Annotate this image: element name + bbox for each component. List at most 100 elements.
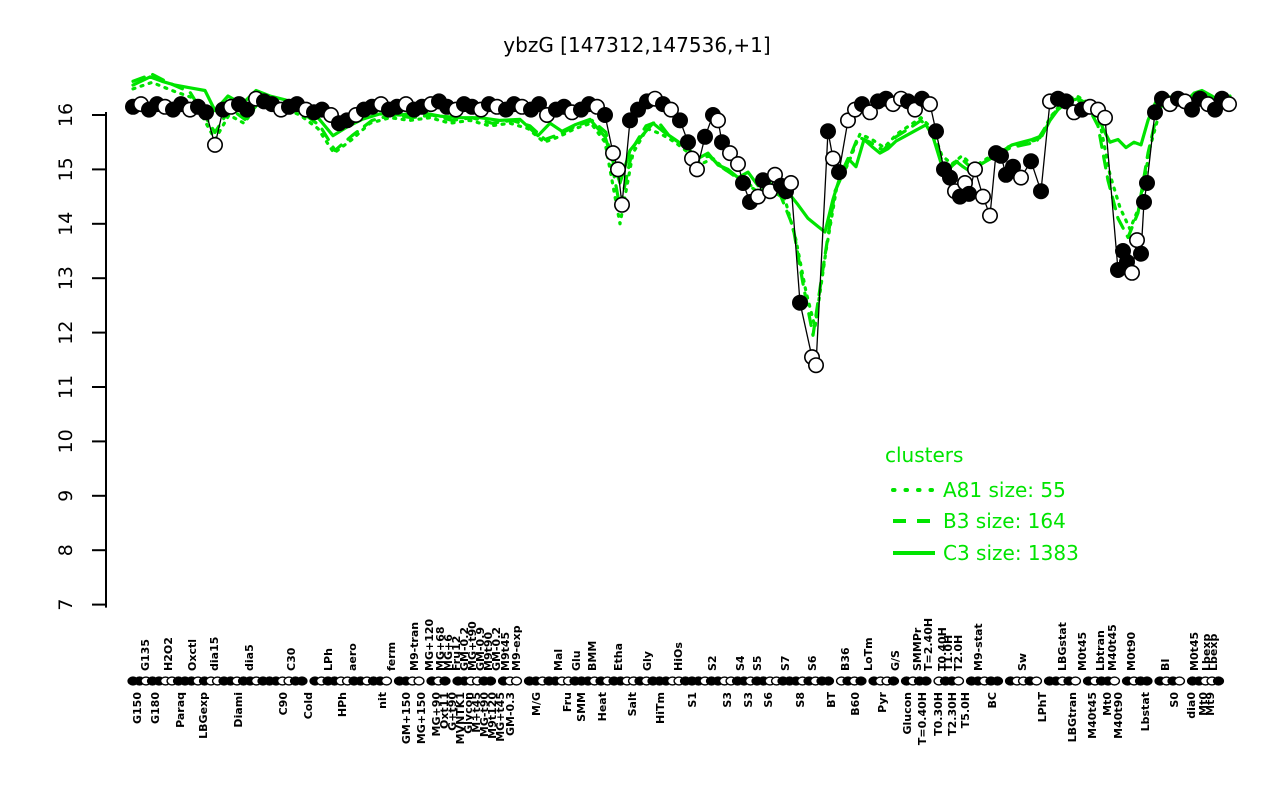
x-axis-label: LoTm [862,637,875,671]
x-axis-label: BT [825,692,838,708]
x-axis-labels: G150 G135 G180 H2O2 Paraq Oxctl LBGexp dia15 Dia… [131,618,1220,745]
x-axis-label: Lbstat [1139,692,1152,731]
data-point [830,164,847,181]
x-axis-label: SMMPr [911,627,924,671]
x-axis-label: C30 [285,647,298,671]
data-point [927,123,944,140]
x-axis-label: Lbexp [1200,634,1213,671]
x-axis-label: BI [1159,659,1172,671]
rug-dot [1108,676,1121,686]
x-axis-label: M9-stat [972,623,985,671]
x-axis-label: dia5 [243,644,256,671]
x-axis-label: GM-0.2 [458,627,471,671]
data-point [1012,169,1029,186]
x-axis-label: Sw [1016,653,1029,671]
x-axis-label: dia15 [208,637,221,671]
data-point [960,185,977,202]
rug-dot [1173,676,1186,686]
x-axis-label: MG+68 [434,627,447,672]
x-axis-label: GM-0.2 [490,627,503,671]
data-point [709,112,726,129]
data-point [1004,158,1021,175]
data-point [671,112,688,129]
x-axis-label: GM-0.3 [504,692,517,736]
data-point [604,145,621,162]
x-axis-label: MG-t90 [478,692,491,737]
rug-dot [952,676,965,686]
data-point [239,101,256,118]
x-axis-label: G/S [889,650,902,671]
x-axis-label: T0.30H [932,692,945,736]
profile-series [125,90,1238,374]
x-axis-label: S8 [794,692,807,708]
rug-dot [380,676,393,686]
data-point [613,196,630,213]
x-axis-label: M40t90 [1112,692,1125,739]
x-axis-label: M9-tran [408,622,421,671]
x-axis-label: S0 [1168,692,1181,708]
x-axis-label: Etha [612,643,625,671]
x-axis-label: Salt [626,692,639,716]
rug-dot [855,676,867,686]
rug-dot [484,676,497,686]
x-axis-label: Mt0 [1197,692,1210,716]
x-axis-label: MG+t90 [466,621,479,671]
x-axis-label: H2O2 [162,637,175,671]
data-point [1022,153,1039,170]
x-axis-label: M9t120 [486,692,499,739]
y-tick-label: 12 [55,321,77,345]
data-point [721,145,738,162]
x-axis-label: Mt0 [1101,692,1114,716]
x-axis-label: M/G [530,692,543,716]
x-axis-label: S4 [734,655,747,671]
x-axis-label: C90 [277,692,290,716]
x-axis-label: LPhT [1036,692,1049,723]
y-tick-label: 9 [55,490,77,502]
x-axis-label: Gly [641,651,654,671]
data-point [688,161,705,178]
data-point [819,123,836,140]
data-point [609,161,626,178]
data-point [621,112,638,129]
x-axis-label: MG+t45 [494,692,507,742]
data-point [596,107,613,124]
x-axis-label: S1 [686,692,699,708]
x-axis-label: M9t90 [482,631,495,671]
x-axis-label: nit [376,692,389,709]
rug-dot [413,676,425,686]
x-axis-label: M9-exp [510,625,523,671]
y-tick-label: 10 [55,429,77,453]
x-axis-label: LBGstat [1056,622,1069,671]
x-axis-label: B60 [849,692,862,716]
data-point [1136,194,1153,211]
data-point [679,134,696,151]
data-point [696,128,713,145]
x-axis-label: Lbexp [1207,634,1220,671]
data-point [662,101,679,118]
data-point [713,134,730,151]
data-point [992,147,1009,164]
rug-dot [510,676,523,686]
data-point [807,357,824,374]
y-tick-label: 16 [55,103,77,127]
data-point [1058,93,1075,110]
data-point [782,175,799,192]
data-point [1221,96,1238,113]
rug-dot [1141,676,1153,686]
x-axis-label: Mal [552,649,565,671]
x-axis-label: T2.30H [946,692,959,736]
x-axis-label: G+t90 [446,692,459,731]
x-axis-label: Fru12 [450,636,463,671]
x-axis-label: T1.0H [942,635,955,671]
x-axis-label: Glucon [901,692,914,735]
legend: clusters A81 size: 55 B3 size: 164 C3 si… [885,443,1079,565]
data-point [966,161,983,178]
rug-dot [822,676,835,686]
x-axis-label: G150 [131,692,144,724]
x-axis-label: Mt9 [1204,692,1217,716]
data-point [981,207,998,224]
x-axis-label: Glu [570,650,583,671]
rug-dot [1212,676,1225,686]
